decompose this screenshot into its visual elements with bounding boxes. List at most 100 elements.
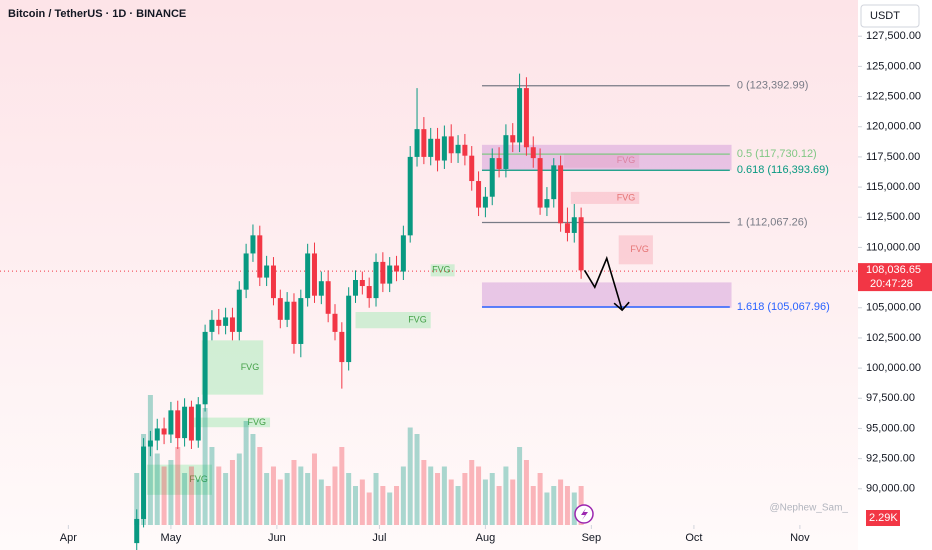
volume-bar: [510, 479, 516, 525]
volume-bar: [387, 492, 393, 525]
candle-body: [209, 319, 215, 332]
volume-bar: [469, 460, 475, 525]
volume-bar: [291, 460, 297, 525]
volume-bar: [346, 473, 352, 525]
candle-body: [264, 265, 270, 278]
candle-body: [544, 199, 550, 208]
candle-body: [503, 135, 509, 169]
volume-bar: [236, 453, 242, 525]
candle-body: [551, 165, 557, 200]
candle-body: [250, 235, 256, 254]
y-tick-label: 90,000.00: [866, 483, 915, 495]
x-tick-label: Nov: [790, 532, 810, 544]
fvg-box: [355, 311, 431, 329]
flash-glyph: [581, 508, 588, 520]
projection-path: [583, 255, 623, 311]
candle-body: [530, 147, 536, 159]
candle-body: [394, 265, 400, 272]
chart-title: Bitcoin / TetherUS · 1D · BINANCE: [8, 8, 186, 20]
volume-bar: [489, 473, 495, 525]
volume-bar: [168, 460, 174, 525]
fvg-box: [201, 340, 264, 395]
candle-body: [489, 158, 495, 197]
volume-bar: [503, 466, 509, 525]
candle-body: [311, 253, 317, 296]
candle-body: [428, 138, 434, 157]
currency: USDT: [870, 10, 900, 22]
currency-box[interactable]: [860, 4, 920, 28]
candle-body: [373, 261, 379, 299]
volume-bar: [414, 434, 420, 525]
candle-body: [188, 406, 194, 441]
volume-bar: [448, 479, 454, 525]
candle-body: [558, 165, 564, 224]
fib-label: 1.618 (105,067.96): [737, 301, 830, 313]
volume-bar: [161, 466, 167, 525]
volume-bar: [537, 473, 543, 525]
y-tick-label: 102,500.00: [866, 332, 921, 344]
countdown: 20:47:28: [870, 278, 913, 290]
x-tick-label: May: [161, 532, 182, 544]
volume-bar: [551, 486, 557, 525]
candle-body: [441, 136, 447, 161]
volume-bar: [428, 466, 434, 525]
volume-bar: [380, 486, 386, 525]
candle-body: [229, 317, 235, 332]
volume-bar: [394, 486, 400, 525]
y-tick-label: 97,500.00: [866, 392, 915, 404]
candle-body: [318, 281, 324, 296]
fib-label: 0.618 (116,393.69): [737, 164, 829, 176]
fib-label: 0.5 (117,730.12): [737, 148, 817, 160]
candle-body: [291, 301, 297, 344]
price-badge: [858, 263, 932, 292]
volume-bar: [339, 447, 345, 525]
candle-body: [523, 88, 529, 148]
watermark: @Nephew_Sam_: [769, 503, 848, 514]
candle-body: [284, 301, 290, 320]
volume-bar: [325, 486, 331, 525]
volume-bar: [435, 473, 441, 525]
y-tick-label: 117,500.00: [866, 151, 920, 163]
volume-bar: [250, 434, 256, 525]
candle-body: [517, 88, 523, 143]
candle-body: [482, 196, 488, 208]
candle-body: [353, 280, 359, 296]
volume-bar: [530, 486, 536, 525]
candle-body: [510, 135, 516, 143]
y-tick-label: 100,000.00: [866, 362, 921, 374]
arrow-head: [613, 301, 630, 312]
volume-bar: [441, 466, 447, 525]
volume-bar: [462, 473, 468, 525]
fib-label: 0 (123,392.99): [737, 80, 809, 92]
candle-body: [202, 331, 208, 405]
candle-body: [462, 144, 468, 156]
x-tick-label: Oct: [685, 532, 702, 544]
volume-bar: [264, 473, 270, 525]
fvg-label: FVG: [408, 315, 427, 325]
volume-bar: [243, 421, 249, 525]
candle-body: [223, 317, 229, 326]
volume-bar: [332, 466, 338, 525]
candle-body: [277, 298, 283, 320]
fvg-label: FVG: [630, 244, 649, 254]
volume-bar: [188, 466, 194, 525]
candle-body: [455, 144, 461, 154]
volume-bar: [311, 453, 317, 525]
y-tick-label: 122,500.00: [866, 90, 921, 102]
candle-body: [571, 217, 577, 233]
volume-bar: [407, 427, 413, 525]
volume-bar: [571, 492, 577, 525]
zone-box: [481, 282, 732, 308]
y-tick-label: 125,000.00: [866, 60, 921, 72]
volume-bar: [496, 486, 502, 525]
volume-bar: [476, 466, 482, 525]
candle-body: [578, 217, 584, 271]
volume-bar: [523, 460, 529, 525]
fvg-box: [191, 417, 271, 428]
volume-label: 2.29K: [869, 512, 898, 524]
fvg-label: FVG: [241, 362, 260, 372]
volume-bar: [229, 460, 235, 525]
candle-body: [435, 138, 441, 161]
volume-bar: [182, 473, 188, 525]
